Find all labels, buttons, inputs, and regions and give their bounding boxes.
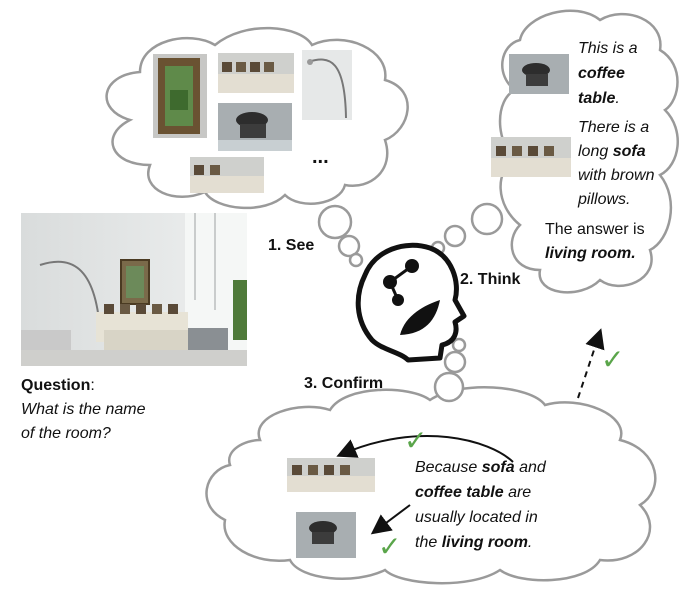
thumb-painting <box>153 54 207 138</box>
think-long: long <box>578 143 613 160</box>
question-colon: : <box>90 377 95 394</box>
see-thought-bubbles <box>317 204 364 268</box>
confirm-are: are <box>503 484 532 501</box>
think-period: . <box>615 90 620 107</box>
check-icon-dashed: ✓ <box>601 343 625 376</box>
confirm-line-4: the living room. <box>415 531 532 555</box>
arrow-to-sofa <box>336 435 514 463</box>
confirm-because: Because <box>415 459 482 476</box>
think-line-8: The answer is <box>545 221 645 238</box>
confirm-sofa: sofa <box>481 459 515 476</box>
confirm-period: . <box>527 534 533 551</box>
check-icon-top: ✓ <box>404 424 428 457</box>
question-label-text: Question <box>21 377 91 394</box>
confirm-line-3: usually located in <box>415 509 538 526</box>
confirm-thumb-table <box>296 512 356 558</box>
thumb-sofa <box>218 53 294 93</box>
think-line-3: table. <box>578 87 620 111</box>
confirm-line-2: coffee table are <box>415 481 531 505</box>
confirm-coffee-table: coffee table <box>415 484 504 501</box>
think-line-5: long sofa <box>578 140 646 164</box>
confirm-living-room: living room <box>441 534 528 551</box>
think-thought-bubbles <box>430 202 504 256</box>
think-line-6: with brown <box>578 167 655 184</box>
think-thumb-table <box>509 54 569 94</box>
think-table: table <box>578 90 616 107</box>
thumb-lamp <box>302 50 352 120</box>
think-coffee: coffee <box>578 65 625 82</box>
think-line-1: This is a <box>578 40 638 57</box>
dashed-arrow-up <box>577 328 605 399</box>
confirm-line-1: Because sofa and <box>415 456 546 480</box>
question-line-2: of the room? <box>21 425 111 442</box>
question-line-1: What is the name <box>21 401 146 418</box>
think-sofa: sofa <box>612 143 646 160</box>
step-think-label: 2. Think <box>460 271 521 288</box>
think-line-4: There is a <box>578 119 650 136</box>
think-thumb-sofa <box>491 137 571 177</box>
see-ellipsis: ... <box>312 146 329 168</box>
confirm-and: and <box>514 459 546 476</box>
think-line-7: pillows. <box>578 191 631 208</box>
room-photo <box>21 213 247 366</box>
confirm-the: the <box>415 534 442 551</box>
thumb-sofa-2 <box>190 157 264 193</box>
check-icon-bottom: ✓ <box>378 530 402 563</box>
arrow-to-table <box>370 504 411 535</box>
head-icon <box>355 242 467 363</box>
thumb-table <box>218 103 292 151</box>
step-see-label: 1. See <box>268 237 315 254</box>
question-label: Question: <box>21 374 95 398</box>
think-answer: living room. <box>545 245 636 262</box>
confirm-thumb-sofa <box>287 458 375 492</box>
confirm-thought-bubbles <box>433 337 467 403</box>
step-confirm-label: 3. Confirm <box>304 375 384 392</box>
